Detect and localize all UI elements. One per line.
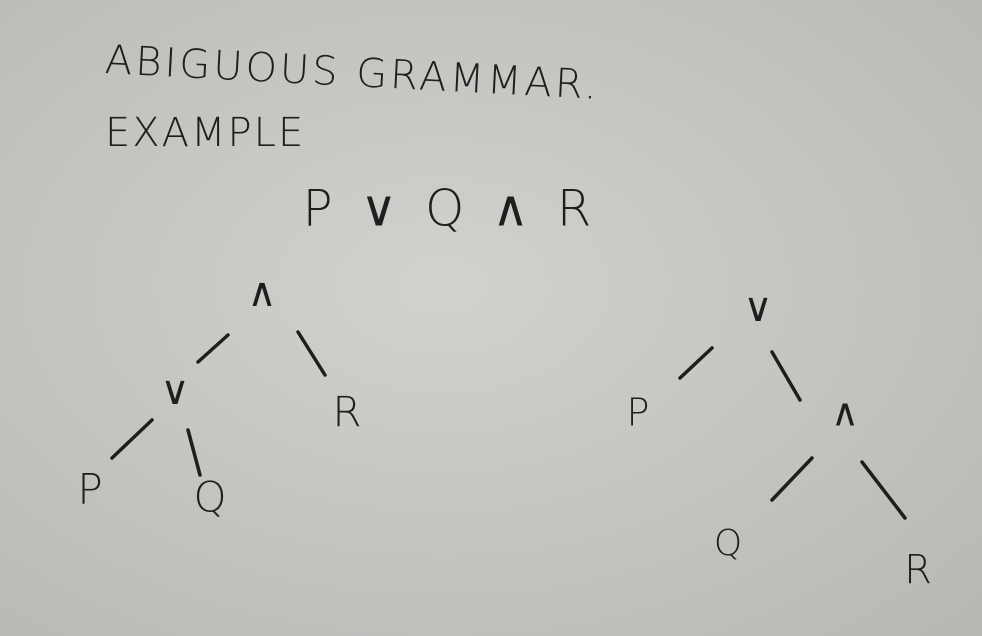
edge — [770, 350, 802, 402]
tree-node: Q — [193, 473, 226, 522]
tree-node: ∧ — [247, 270, 276, 316]
edge — [186, 428, 202, 477]
tree-node: P — [77, 465, 102, 514]
tree-node: R — [904, 547, 932, 593]
tree-node: R — [332, 388, 361, 437]
edge — [860, 460, 907, 520]
tree-node: ∨ — [160, 368, 189, 414]
edge — [770, 456, 814, 502]
tree-node: Q — [714, 523, 742, 564]
tree-node: ∧ — [831, 391, 859, 435]
expression: P ∨ Q ∧ R — [302, 180, 597, 238]
tree-node: P — [627, 391, 650, 435]
tree-node: ∨ — [743, 285, 772, 331]
edge — [110, 418, 154, 460]
edge — [678, 346, 714, 380]
subtitle: EXAMPLE — [105, 110, 305, 156]
edge — [296, 330, 327, 377]
edge — [196, 333, 230, 364]
